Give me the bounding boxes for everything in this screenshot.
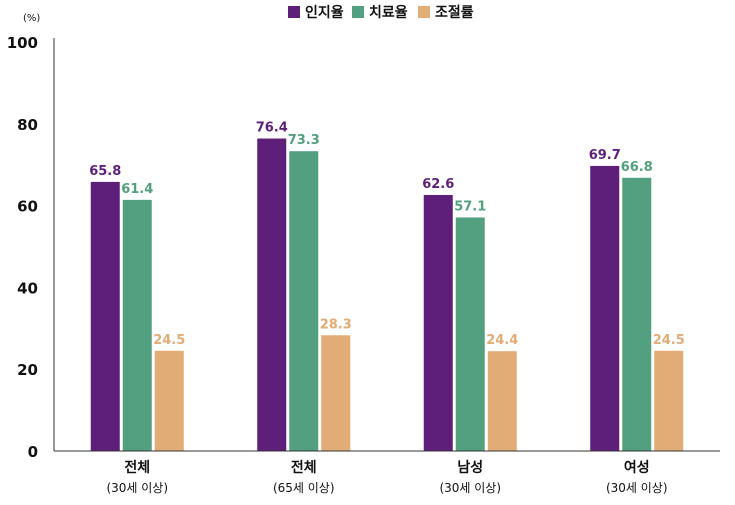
y-tick-label: 20 bbox=[17, 361, 38, 379]
legend-swatch-1 bbox=[288, 6, 300, 18]
y-tick-label: 60 bbox=[17, 198, 38, 216]
data-label: 24.5 bbox=[153, 333, 185, 348]
x-category-label: 여성 bbox=[624, 459, 650, 476]
bar-2-4 bbox=[622, 177, 652, 451]
legend-label-3: 조절률 bbox=[435, 4, 474, 21]
data-label: 69.7 bbox=[589, 148, 621, 163]
bar-3-1 bbox=[154, 350, 184, 451]
data-label: 73.3 bbox=[288, 133, 320, 148]
data-label: 65.8 bbox=[89, 164, 121, 179]
bar-1-3 bbox=[423, 194, 453, 451]
bar-2-2 bbox=[289, 151, 319, 451]
x-category-label: 전체 bbox=[124, 459, 150, 476]
x-category-label: 전체 bbox=[291, 459, 317, 476]
x-category-sublabel: (30세 이상) bbox=[106, 481, 168, 495]
x-category-label: 남성 bbox=[457, 459, 483, 476]
data-label: 24.4 bbox=[486, 333, 518, 348]
data-label: 61.4 bbox=[121, 182, 153, 197]
y-axis: 0 20 40 60 80 100 bbox=[7, 34, 55, 461]
data-label: 28.3 bbox=[320, 317, 352, 332]
bar-3-3 bbox=[487, 351, 517, 451]
bar-3-2 bbox=[321, 335, 351, 451]
legend-swatch-2 bbox=[352, 6, 364, 18]
y-tick-label: 0 bbox=[28, 443, 38, 461]
data-label: 66.8 bbox=[621, 160, 653, 175]
y-tick-label: 100 bbox=[7, 34, 38, 52]
bar-2-1 bbox=[122, 199, 152, 451]
x-category-sublabel: (30세 이상) bbox=[606, 481, 668, 495]
x-category-sublabel: (65세 이상) bbox=[273, 481, 335, 495]
y-tick-label: 80 bbox=[17, 116, 38, 134]
plot-area: 65.861.4 24.5 76.473.3 28.3 62.657.1 24.4 69.7… bbox=[89, 121, 685, 452]
data-label: 62.6 bbox=[422, 177, 454, 192]
bar-2-3 bbox=[455, 217, 485, 451]
legend-label-2: 치료율 bbox=[369, 4, 408, 21]
y-axis-unit-label: (%) bbox=[23, 13, 40, 24]
bar-3-4 bbox=[654, 350, 684, 451]
data-label: 24.5 bbox=[653, 333, 685, 348]
legend-swatch-3 bbox=[418, 6, 430, 18]
x-category-sublabel: (30세 이상) bbox=[439, 481, 501, 495]
data-label: 57.1 bbox=[454, 199, 486, 214]
x-axis: 전체 (30세 이상) 전체 (65세 이상) 남성 (30세 이상) 여성 (30세 이상) bbox=[54, 450, 720, 495]
y-tick-label: 40 bbox=[17, 279, 38, 297]
legend-label-1: 인지율 bbox=[305, 4, 344, 21]
data-label: 76.4 bbox=[256, 121, 288, 136]
bar-1-2 bbox=[257, 138, 287, 452]
bar-1-4 bbox=[590, 165, 620, 451]
bar-1-1 bbox=[90, 181, 120, 452]
legend: 인지율 치료율 조절률 bbox=[288, 4, 474, 21]
